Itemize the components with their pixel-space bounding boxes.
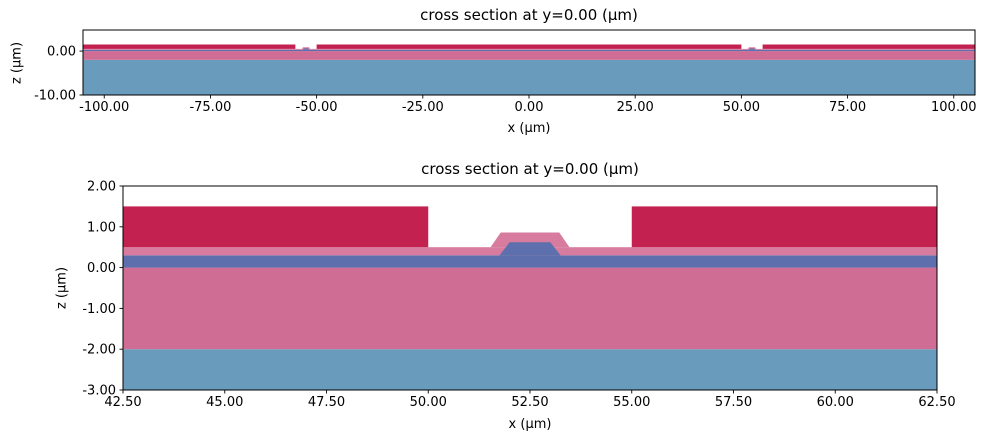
- top-chart-title: cross section at y=0.00 (μm): [420, 6, 638, 24]
- chart-top: -100.00 -75.00 -50.00 -25.00 0.00 25.00 50.00 7…: [34, 29, 977, 115]
- x-tick-label: 60.00: [817, 395, 854, 410]
- layer-metal-left: [123, 206, 429, 248]
- layer-metal-center: [316, 44, 742, 49]
- x-tick-label: 62.50: [918, 395, 955, 410]
- bottom-chart-xlabel: x (μm): [508, 417, 552, 432]
- x-tick-label: 57.50: [715, 395, 752, 410]
- x-tick-label: -75.00: [189, 100, 231, 115]
- y-tick-label: 0.00: [87, 261, 116, 276]
- top-chart-xlabel: x (μm): [507, 121, 551, 136]
- y-tick-label: -10.00: [34, 89, 76, 104]
- y-tick-label: 0.00: [47, 45, 76, 60]
- layer-metal-right: [631, 206, 937, 248]
- top-chart-ylabel: z (μm): [9, 41, 25, 85]
- x-tick-label: 50.00: [410, 395, 447, 410]
- y-tick-label: -1.00: [82, 302, 116, 317]
- x-tick-label: 50.00: [723, 100, 760, 115]
- x-tick-label: 55.00: [613, 395, 650, 410]
- y-tick-label: 2.00: [87, 180, 116, 195]
- layer-ridge-core-left: [302, 48, 310, 50]
- x-tick-label: 25.00: [617, 100, 654, 115]
- chart-bottom: 42.50 45.00 47.50 50.00 52.50 55.00 57.50 60.00…: [82, 180, 955, 411]
- x-tick-label: 52.50: [511, 395, 548, 410]
- layers-group: [83, 44, 975, 95]
- x-tick-label: 0.00: [515, 100, 544, 115]
- layer-metal-left: [83, 44, 296, 49]
- x-tick-label: 42.50: [104, 395, 141, 410]
- layer-ridge-core: [499, 242, 561, 256]
- layer-box: [83, 51, 975, 60]
- y-tick-label: -2.00: [82, 343, 116, 358]
- y-tick-label: -3.00: [82, 384, 116, 399]
- x-tick-label: 45.00: [206, 395, 243, 410]
- layer-metal-right: [762, 44, 975, 49]
- layers-group: [123, 206, 937, 390]
- x-tick-label: 75.00: [829, 100, 866, 115]
- y-tick-label: 1.00: [87, 220, 116, 235]
- layer-core-slab: [123, 255, 937, 268]
- layer-ridge-core-right: [748, 48, 756, 50]
- layer-box: [123, 267, 937, 350]
- layer-substrate: [83, 59, 975, 95]
- bottom-chart-title: cross section at y=0.00 (μm): [421, 160, 639, 178]
- x-tick-label: -100.00: [79, 100, 129, 115]
- bottom-chart-ylabel: z (μm): [54, 266, 70, 310]
- x-tick-label: -50.00: [296, 100, 338, 115]
- layer-core-slab: [83, 49, 975, 52]
- x-tick-label: 47.50: [308, 395, 345, 410]
- x-tick-label: 100.00: [931, 100, 977, 115]
- layer-substrate: [123, 349, 937, 390]
- layer-clad-slab: [83, 48, 975, 50]
- x-tick-label: -25.00: [402, 100, 444, 115]
